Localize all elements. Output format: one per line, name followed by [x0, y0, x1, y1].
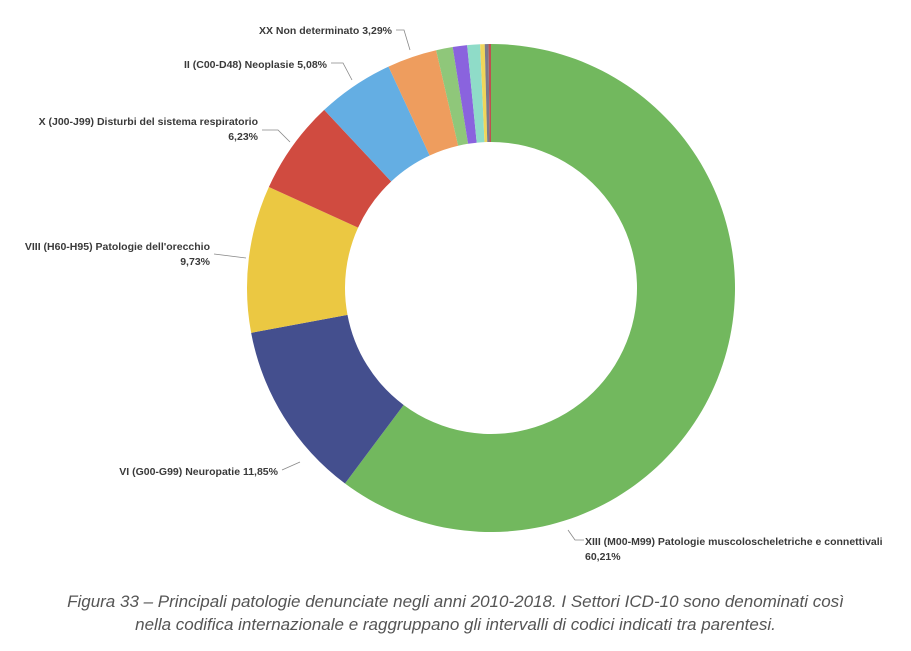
caption-line-2: nella codifica internazionale e raggrupp… — [135, 615, 776, 634]
leader-line-xx — [396, 29, 411, 51]
donut-slice-3 — [268, 109, 392, 228]
donut-slice-8 — [467, 44, 485, 143]
figure-caption: Figura 33 – Principali patologie denunci… — [0, 590, 911, 636]
label-xiii: XIII (M00-M99) Patologie muscoloscheletr… — [585, 536, 883, 563]
label-ii: II (C00-D48) Neoplasie 5,08% — [184, 59, 327, 71]
label-x: X (J00-J99) Disturbi del sistema respira… — [38, 116, 258, 143]
label-viii: VIII (H60-H95) Patologie dell'orecchio 9,… — [24, 241, 210, 268]
donut-slice-9 — [480, 44, 488, 143]
leader-line-x — [262, 129, 291, 143]
label-xx: XX Non determinato 3,29% — [258, 25, 392, 37]
donut-slice-5 — [388, 50, 459, 156]
donut-slice-1 — [251, 314, 404, 484]
leader-line-xiii — [567, 529, 584, 541]
leader-line-ii — [331, 62, 353, 81]
leader-line-vi — [281, 461, 301, 471]
leader-line-viii — [213, 253, 247, 259]
donut-slice-7 — [452, 45, 477, 144]
donut-slice-6 — [436, 47, 469, 146]
donut-slice-4 — [324, 66, 430, 182]
donut-slice-11 — [488, 44, 491, 143]
donut-slice-0 — [344, 44, 735, 532]
donut-slice-2 — [246, 187, 359, 333]
label-vi: VI (G00-G99) Neuropatie 11,85% — [119, 466, 278, 478]
caption-line-1: Figura 33 – Principali patologie denunci… — [67, 592, 844, 611]
donut-chart — [213, 29, 735, 541]
donut-slice-10 — [484, 44, 490, 143]
